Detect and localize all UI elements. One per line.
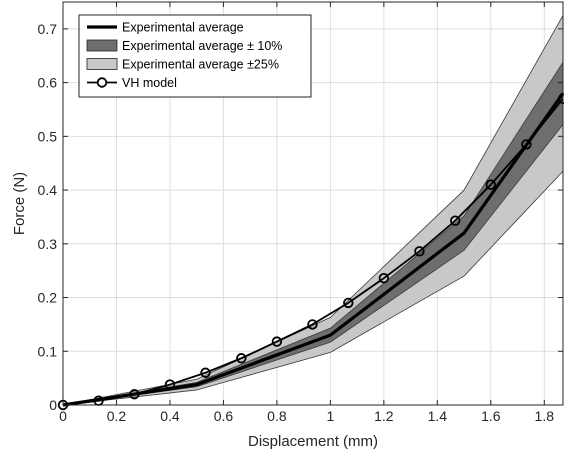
vh-model-point-4 [200, 367, 211, 378]
x-tick-label-1: 0.2 [107, 408, 127, 424]
y-tick-label-0: 0 [49, 397, 57, 413]
series-line-layer [57, 92, 564, 411]
y-tick-label-1: 0.1 [38, 343, 58, 359]
x-tick-label-2: 0.4 [160, 408, 180, 424]
x-tick-label-7: 1.4 [428, 408, 448, 424]
y-tick-label-6: 0.6 [38, 75, 58, 91]
vh-model-point-2 [129, 389, 140, 400]
legend-box [78, 14, 312, 98]
y-tick-label-5: 0.5 [38, 128, 58, 144]
legend-swatch-band-10 [86, 39, 118, 52]
x-tick-label-9: 1.8 [535, 408, 555, 424]
x-tick-label-8: 1.6 [481, 408, 501, 424]
vh-model-point-7 [307, 319, 318, 330]
vh-model-point-8 [343, 297, 354, 309]
y-axis-label: Force (N) [11, 172, 28, 235]
vh-model-point-13 [521, 139, 532, 150]
y-tick-label-3: 0.3 [38, 236, 58, 252]
legend-swatch-vh-model [87, 77, 117, 88]
legend-marker-vh-model [96, 77, 108, 88]
y-tick-label-2: 0.2 [38, 290, 58, 306]
x-tick-label-4: 0.8 [267, 408, 287, 424]
y-ticks: 0 0.1 0.2 0.3 0.4 0.5 0.6 0.7 [38, 21, 563, 413]
x-tick-label-0: 0 [59, 408, 67, 424]
vh-model-point-11 [450, 215, 461, 226]
vh-model-point-5 [236, 353, 247, 364]
x-ticks: 0 0.2 0.4 0.6 0.8 1 1.2 1.4 1.6 1.8 [59, 2, 554, 424]
legend: Experimental average Experimental averag… [78, 14, 312, 98]
plot-frame [62, 1, 564, 406]
legend-label-experimental-average: Experimental average [122, 21, 244, 35]
legend-swatch-band-25 [86, 58, 118, 70]
y-tick-label-4: 0.4 [38, 182, 58, 198]
x-tick-label-6: 1.2 [374, 408, 394, 424]
vh-model-line [62, 98, 564, 406]
vh-model-point-9 [378, 272, 390, 284]
legend-label-vh-model: VH model [122, 76, 177, 90]
vh-model-point-12 [485, 179, 497, 190]
x-axis-label: Displacement (mm) [248, 433, 378, 450]
vh-model-point-6 [271, 336, 283, 347]
legend-label-band-10: Experimental average ± 10% [122, 39, 282, 53]
x-tick-label-3: 0.6 [214, 408, 234, 424]
vh-model-point-3 [164, 379, 176, 390]
legend-patch-band-10 [86, 39, 118, 52]
x-tick-label-5: 1 [326, 408, 334, 424]
y-tick-label-7: 0.7 [38, 21, 58, 37]
experimental-average-line [62, 92, 564, 407]
legend-label-band-25: Experimental average ±25% [122, 58, 279, 72]
vh-model-point-10 [414, 246, 425, 257]
legend-patch-band-25 [86, 58, 118, 70]
